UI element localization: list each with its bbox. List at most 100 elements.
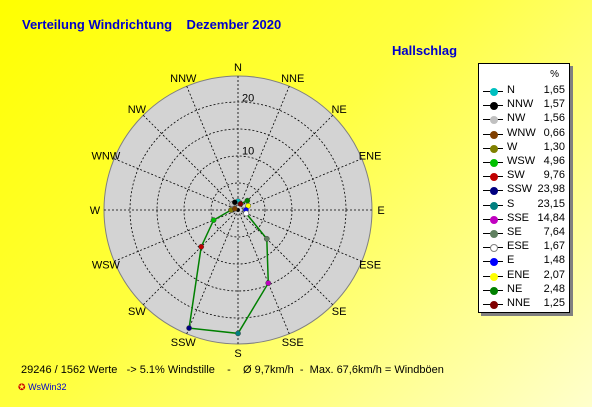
grid-ring <box>210 182 266 238</box>
direction-label-e: E <box>377 205 384 217</box>
legend-row-se: SE 7,64 <box>479 226 569 241</box>
legend-value: 7,64 <box>543 226 565 238</box>
legend-value: 1,56 <box>543 112 565 125</box>
legend-row-s: S 23,15 <box>479 198 569 213</box>
chart-title: Verteilung Windrichtung Dezember 2020 <box>22 17 282 32</box>
direction-label-ene: ENE <box>359 150 382 162</box>
legend-name: WSW <box>507 155 536 167</box>
direction-label-nw: NW <box>128 104 147 116</box>
legend-value: 1,67 <box>543 240 565 253</box>
legend-marker-icon <box>490 173 498 182</box>
direction-label-wsw: WSW <box>92 260 121 272</box>
data-point-nne <box>237 200 244 207</box>
legend-row-nw: NW 1,56 <box>479 112 569 127</box>
legend-row-n: N 1,65 <box>479 84 569 99</box>
data-point-ese <box>243 210 250 217</box>
data-point-s <box>235 330 241 337</box>
legend-marker-icon <box>490 244 498 253</box>
direction-label-ssw: SSW <box>171 337 197 349</box>
brand: ✪ WsWin32 <box>18 382 67 393</box>
legend-name: WNW <box>507 126 536 139</box>
data-point-sse <box>265 280 272 286</box>
legend-name: NE <box>507 282 523 295</box>
legend-marker-icon <box>490 116 498 125</box>
legend-name: E <box>507 254 515 267</box>
data-point-se <box>263 235 270 242</box>
legend-value: 9,76 <box>543 169 565 182</box>
legend-name: NNE <box>507 297 531 309</box>
legend-marker-icon <box>490 301 498 309</box>
legend-name: SE <box>507 226 522 238</box>
legend-value: 0,66 <box>543 126 565 139</box>
legend-value: 1,65 <box>543 84 565 96</box>
legend-name: NNW <box>507 98 534 111</box>
legend-row-sw: SW 9,76 <box>479 169 569 184</box>
data-point-ssw <box>186 325 192 331</box>
legend: % N 1,65 NNW 1,57 NW 1,56 WNW 0,66 W 1,30 WSW 4,96 S… <box>478 63 570 313</box>
legend-name: S <box>507 197 515 210</box>
legend-value: 2,07 <box>543 268 565 281</box>
direction-label-ne: NE <box>331 104 346 116</box>
footer-stats: 29246 / 1562 Werte -> 5.1% Windstille - … <box>21 364 444 376</box>
legend-row-ene: ENE 2,07 <box>479 269 569 284</box>
legend-name: NW <box>507 112 526 125</box>
legend-row-nne: NNE 1,25 <box>479 297 569 312</box>
legend-marker-icon <box>490 286 498 295</box>
ring-label: 20 <box>242 92 254 104</box>
direction-label-nnw: NNW <box>170 73 197 85</box>
data-point-sw <box>198 243 205 250</box>
direction-label-n: N <box>234 62 242 74</box>
legend-unit: % <box>550 69 559 80</box>
legend-marker-icon <box>490 258 498 267</box>
direction-label-s: S <box>234 348 241 360</box>
direction-label-w: W <box>90 205 101 217</box>
direction-label-sw: SW <box>128 306 146 318</box>
legend-row-ssw: SSW 23,98 <box>479 183 569 198</box>
legend-value: 23,15 <box>537 197 565 210</box>
legend-marker-icon <box>490 130 498 139</box>
data-point-wnw <box>231 205 238 212</box>
direction-label-nne: NNE <box>281 73 304 85</box>
legend-name: ESE <box>507 240 530 253</box>
legend-row-e: E 1,48 <box>479 254 569 269</box>
legend-name: W <box>507 140 518 153</box>
legend-name: SW <box>507 169 525 182</box>
brand-label: WsWin32 <box>28 382 67 392</box>
legend-row-w: W 1,30 <box>479 141 569 156</box>
legend-row-ese: ESE 1,67 <box>479 240 569 255</box>
legend-marker-icon <box>490 102 498 111</box>
legend-marker-icon <box>490 272 498 281</box>
legend-value: 1,48 <box>543 254 565 267</box>
legend-row-wnw: WNW 0,66 <box>479 127 569 142</box>
ring-label: 10 <box>242 146 254 158</box>
data-point-ne <box>244 197 251 204</box>
legend-value: 1,57 <box>543 98 565 111</box>
legend-value: 2,48 <box>543 282 565 295</box>
legend-value: 4,96 <box>543 155 565 167</box>
legend-marker-icon <box>490 187 498 196</box>
legend-name: SSW <box>507 183 533 196</box>
legend-value: 23,98 <box>537 183 565 196</box>
legend-marker-icon <box>490 230 498 238</box>
legend-row-sse: SSE 14,84 <box>479 212 569 227</box>
legend-name: SSE <box>507 211 530 224</box>
legend-row-wsw: WSW 4,96 <box>479 155 569 170</box>
station-name: Hallschlag <box>392 43 458 58</box>
legend-row-nnw: NNW 1,57 <box>479 98 569 113</box>
legend-marker-icon <box>490 88 498 96</box>
direction-label-wnw: WNW <box>92 150 121 162</box>
wswin-logo-icon: ✪ <box>18 382 26 392</box>
direction-label-ese: ESE <box>359 260 381 272</box>
legend-marker-icon <box>490 215 498 224</box>
legend-marker-icon <box>490 144 498 153</box>
legend-value: 14,84 <box>537 211 565 224</box>
legend-row-ne: NE 2,48 <box>479 283 569 298</box>
legend-value: 1,25 <box>543 297 565 309</box>
data-point-wsw <box>210 217 217 223</box>
legend-value: 1,30 <box>543 140 565 153</box>
data-point-nnw <box>231 199 238 206</box>
legend-name: ENE <box>507 268 530 281</box>
legend-name: N <box>507 84 515 96</box>
legend-marker-icon <box>490 159 498 167</box>
